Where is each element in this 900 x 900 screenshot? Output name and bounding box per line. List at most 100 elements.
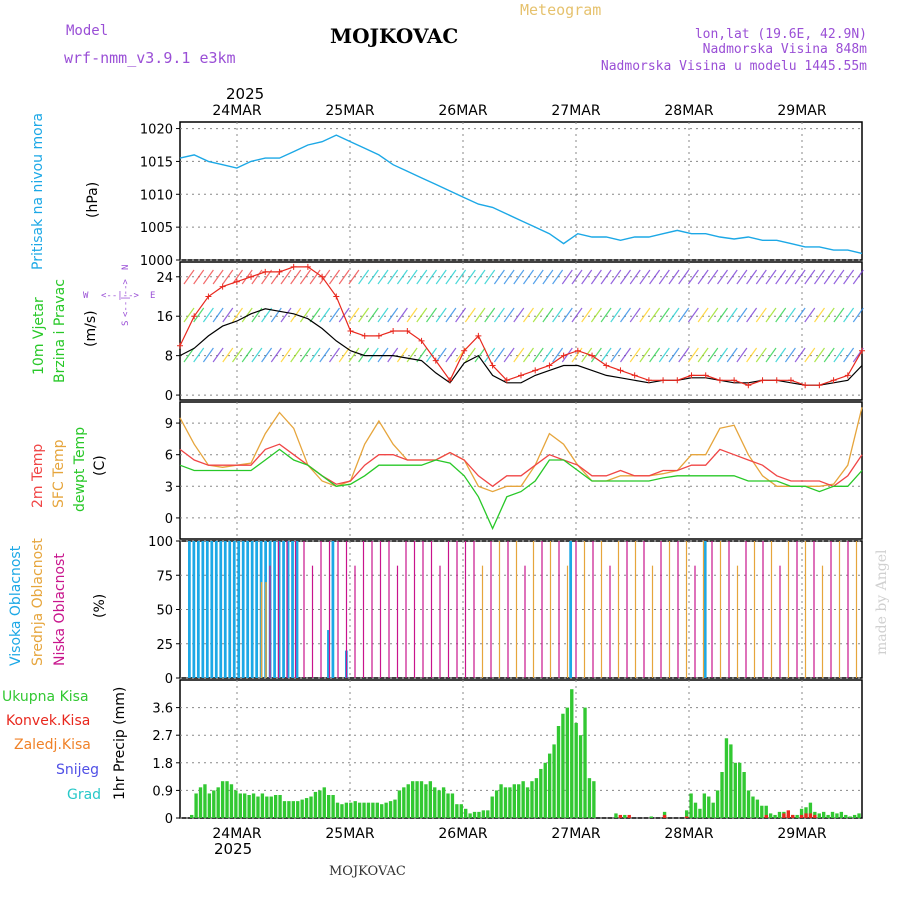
precip-total-bar (247, 795, 251, 818)
precip-total-bar (300, 799, 304, 818)
date-label-bottom: 28MAR (664, 826, 713, 842)
precip-total-bar (353, 801, 357, 818)
precip-total-bar (437, 790, 441, 818)
wind-barb (232, 347, 243, 363)
wind-barb (426, 269, 437, 285)
wind-barb (222, 307, 234, 323)
sfc-temp-line (179, 407, 863, 493)
precip-total-bar (738, 762, 742, 818)
wind-barb (765, 347, 777, 363)
y-tick-label: 2.7 (152, 729, 173, 744)
gust-marker (859, 347, 865, 354)
wind-barb (726, 269, 738, 285)
high-cloud-bar (703, 541, 707, 678)
wind-subtitle: Brzina i Pravac (52, 279, 68, 383)
wind-barb (600, 307, 612, 323)
precip-total-bar (508, 787, 512, 818)
y-tick-label: 50 (156, 604, 173, 619)
high-cloud-title: Visoka Oblacnost (8, 545, 24, 666)
precip-frozen-label: Zaledj.Kisa (14, 737, 91, 753)
wind-barb (736, 347, 748, 363)
precip-total-bar (746, 790, 751, 818)
panel-frame (179, 121, 863, 261)
wind-barb (513, 269, 525, 285)
wind-barb (493, 307, 505, 323)
compass-e: E (150, 291, 155, 301)
precip-total-bar (220, 781, 225, 818)
wind-barb (377, 269, 389, 285)
gust-marker (787, 377, 794, 384)
wind-barb (241, 307, 253, 323)
precip-total-bar (835, 813, 839, 818)
wind-barb (639, 347, 651, 363)
precip-total-bar (304, 798, 309, 818)
gust-marker (773, 377, 780, 384)
wind-barb (464, 307, 476, 323)
precip-total-bar (477, 811, 481, 818)
y-tick-label: 8 (165, 350, 173, 365)
wind-barb (707, 307, 719, 323)
precip-total-bar (212, 790, 216, 818)
precip-total-bar (486, 810, 490, 818)
wind-barb (639, 307, 651, 323)
y-tick-label: 100 (148, 535, 173, 550)
wind-barb (358, 307, 370, 323)
precip-total-bar (517, 784, 521, 818)
precip-total-bar (614, 813, 618, 818)
gust-marker (560, 352, 567, 359)
precip-total-bar (472, 811, 477, 818)
high-cloud-bar (205, 541, 209, 678)
wind-barb (455, 307, 467, 323)
y-tick-label: 6 (165, 449, 173, 464)
precip-total-bar (216, 787, 220, 818)
mid-cloud-bar (265, 582, 267, 678)
wind-barb (193, 269, 205, 285)
wind-barb (600, 347, 612, 363)
precip-total-bar (313, 791, 318, 818)
wind-barb (232, 307, 243, 323)
wind-barb (707, 269, 719, 285)
gust-marker (475, 332, 482, 339)
snow-label: Snijeg (56, 762, 99, 778)
high-cloud-bar (228, 541, 232, 678)
wind-barb (367, 307, 379, 323)
high-cloud-bar (295, 541, 299, 678)
wind-barb (503, 347, 515, 363)
precip-total-bar (755, 799, 760, 818)
precip-total-bar (587, 778, 592, 818)
precip-total-bar (402, 787, 406, 818)
gust-marker (816, 382, 823, 389)
precip-total-bar (190, 814, 194, 818)
precip-total-bar (742, 772, 746, 818)
wind-barb (348, 269, 360, 285)
precip-total-bar (583, 707, 587, 818)
year-top: 2025 (226, 85, 264, 103)
wind-barb (523, 307, 534, 323)
y-tick-label: 0 (165, 389, 173, 404)
precip-total-bar (335, 802, 340, 818)
wind-barb (814, 347, 825, 363)
wind-barb (396, 269, 408, 285)
wind-barb (852, 307, 864, 323)
compass-s: S (121, 321, 131, 326)
precip-total-bar (751, 796, 755, 818)
y-tick-label: 3 (165, 480, 173, 495)
gust-marker (702, 372, 709, 379)
wind-barb (746, 307, 758, 323)
gust-marker (603, 362, 610, 369)
precip-conv-bar (808, 813, 813, 818)
precip-total-bar (419, 781, 424, 818)
high-cloud-bar (250, 541, 254, 678)
wind-barb (329, 347, 340, 363)
wind-barb (435, 269, 447, 285)
compass-n: N (121, 265, 131, 270)
pressure-unit: (hPa) (85, 182, 101, 218)
compass-mid: <--|--> (101, 291, 140, 301)
gust-marker (432, 357, 439, 364)
wind-barb (406, 307, 418, 323)
sfc-title: SFC Temp (51, 439, 67, 508)
precip-total-bar (424, 784, 428, 818)
compass-w: W (83, 291, 89, 301)
high-cloud-bar (327, 630, 330, 678)
precip-total-bar (839, 811, 844, 818)
